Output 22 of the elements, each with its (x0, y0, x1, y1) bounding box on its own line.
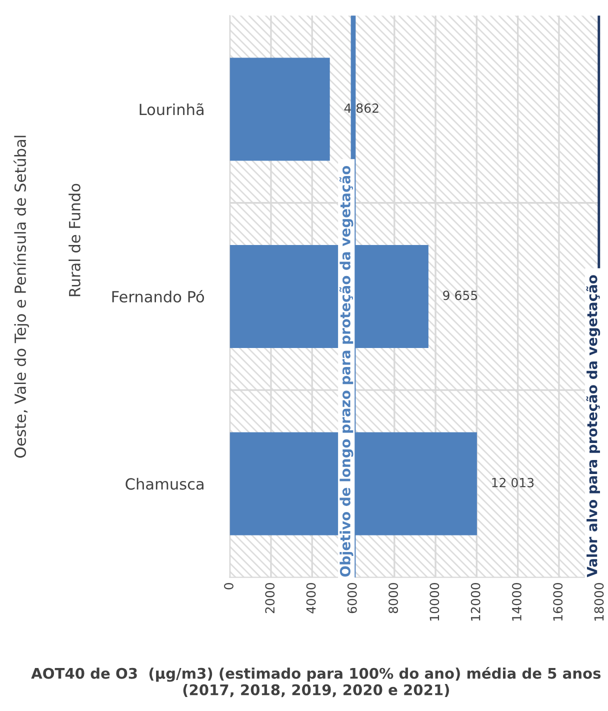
ref-line-label: Valor alvo para proteção da vegetação (586, 275, 600, 578)
data-label: 12 013 (492, 478, 534, 488)
x-tick-label: 14000 (512, 583, 522, 621)
x-tick-label: 4000 (306, 583, 316, 614)
data-label: 4 862 (344, 103, 378, 113)
x-tick-label: 18000 (594, 583, 604, 621)
x-tick-label: 10000 (430, 583, 440, 621)
text: Oeste, Vale do Tejo e Península de Setúbal (14, 136, 29, 458)
ref-line-label: Objetivo de longo prazo para proteção da vegetação (339, 166, 354, 577)
data-label: 9 655 (443, 290, 478, 300)
bar (230, 58, 330, 161)
y-tick-label: Chamusca (126, 478, 204, 490)
x-tick-label: 12000 (470, 583, 480, 621)
text: Rural de Fundo (68, 184, 80, 296)
x-tick-label: 2000 (265, 583, 275, 614)
x-tick-label: 16000 (553, 583, 563, 621)
x-tick-label: 6000 (347, 583, 357, 614)
x-axis-title: AOT40 de O3 (µg/m3) (estimado para 100% do ano) média de 5 anos (2017, 2018, 2019, 2020 e 2021) (31, 666, 601, 698)
y-tick-label: Fernando Pó (112, 290, 204, 303)
y-tick-label: Lourinhã (140, 103, 204, 116)
x-tick-label: 0 (224, 583, 234, 590)
x-tick-label: 8000 (388, 583, 398, 614)
